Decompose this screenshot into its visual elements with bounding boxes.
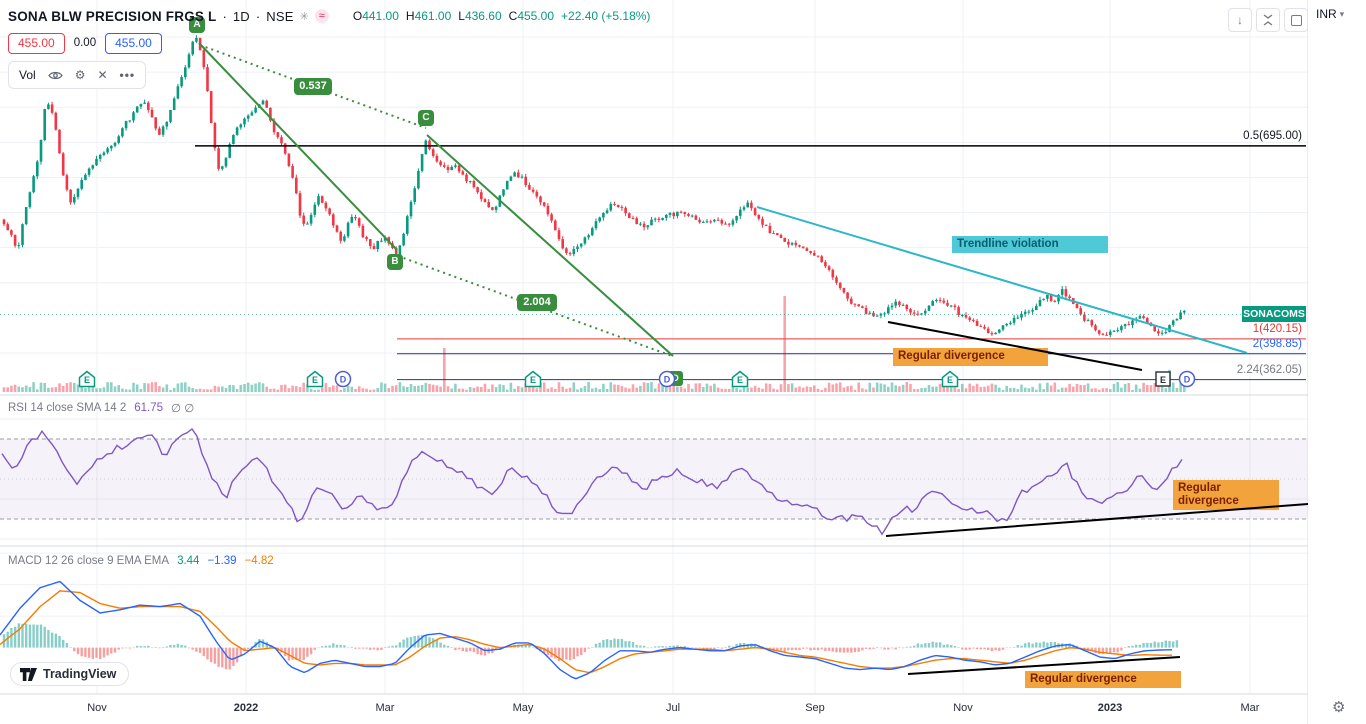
time-axis-tick[interactable]: Nov: [953, 702, 973, 714]
eye-icon[interactable]: [47, 70, 63, 81]
scroll-to-recent-icon[interactable]: ↓: [1228, 8, 1252, 32]
svg-text:D: D: [340, 375, 347, 385]
earnings-marker[interactable]: E: [306, 370, 324, 388]
chart-toolbar: ↓: [1228, 8, 1308, 32]
dividend-marker[interactable]: D: [1178, 370, 1196, 388]
earnings-marker[interactable]: E: [941, 370, 959, 388]
pattern-point-c[interactable]: C: [418, 110, 434, 126]
macd-legend-title: MACD 12 26 close 9 EMA EMA: [8, 555, 170, 567]
fib-level-label[interactable]: 2.24(362.05): [1236, 363, 1302, 376]
spread-value: 0.00: [73, 37, 97, 49]
annotation-regular-divergence-rsi[interactable]: Regular divergence: [1173, 480, 1279, 510]
svg-text:D: D: [664, 375, 671, 385]
currency-selector[interactable]: INR ▾: [1316, 7, 1344, 21]
volume-legend[interactable]: Vol ⚙ ✕ •••: [8, 61, 147, 89]
svg-text:E: E: [312, 375, 318, 385]
delisted-flag-icon: ✳: [299, 10, 309, 23]
time-axis-tick[interactable]: Jul: [665, 702, 681, 714]
macd-signal-value: −4.82: [244, 555, 274, 567]
more-options-icon[interactable]: •••: [119, 68, 136, 82]
open-value: 441.00: [362, 9, 399, 23]
annotation-regular-divergence-macd[interactable]: Regular divergence: [1025, 671, 1181, 688]
time-axis-tick[interactable]: 2022: [233, 702, 259, 714]
symbol-header: SONA BLW PRECISION FRGS L · 1D · NSE ✳ ≈…: [8, 6, 650, 89]
svg-text:E: E: [947, 375, 953, 385]
tradingview-logo-text: TradingView: [43, 667, 117, 681]
pattern-point-b[interactable]: B: [387, 254, 403, 270]
earnings-marker[interactable]: E: [731, 370, 749, 388]
sell-button[interactable]: 455.00: [8, 32, 65, 54]
earnings-marker[interactable]: E: [524, 370, 542, 388]
dividend-marker[interactable]: D: [334, 370, 352, 388]
annotation-regular-divergence-price[interactable]: Regular divergence: [893, 348, 1048, 366]
time-axis-tick[interactable]: Mar: [375, 702, 395, 714]
rsi-value: 61.75: [134, 402, 164, 414]
fib-level-label[interactable]: 2(398.85): [1252, 337, 1302, 350]
settings-gear-icon[interactable]: ⚙: [74, 68, 86, 82]
fib-level-label[interactable]: 0.5(695.00): [1243, 129, 1302, 142]
earnings_est-marker[interactable]: E: [1154, 370, 1172, 388]
pattern-ratio-label[interactable]: 0.537: [294, 78, 332, 95]
chevron-down-icon: ▾: [1339, 8, 1345, 19]
tradingview-logo-icon: [20, 667, 37, 681]
svg-text:D: D: [1184, 375, 1191, 385]
earnings-marker[interactable]: E: [78, 370, 96, 388]
rsi-legend-title: RSI 14 close SMA 14 2: [8, 402, 127, 414]
time-axis-tick[interactable]: Nov: [87, 702, 107, 714]
volume-legend-title: Vol: [19, 68, 36, 82]
ohlc-readout: O441.00 H461.00 L436.60 C455.00 +22.40 (…: [352, 9, 651, 23]
adjusted-data-icon[interactable]: ≈: [314, 9, 329, 23]
svg-text:E: E: [737, 375, 743, 385]
svg-text:E: E: [530, 375, 536, 385]
rsi-empty-values: ∅ ∅: [171, 403, 195, 415]
buy-button[interactable]: 455.00: [105, 32, 162, 54]
pattern-ratio-label[interactable]: 2.004: [517, 294, 557, 311]
interval-label[interactable]: 1D: [232, 8, 250, 24]
separator: ·: [222, 8, 227, 24]
annotation-trendline-violation[interactable]: Trendline violation: [952, 236, 1108, 253]
macd-legend[interactable]: MACD 12 26 close 9 EMA EMA 3.44 −1.39 −4…: [8, 555, 274, 567]
change-value: +22.40 (+5.18%): [561, 9, 651, 23]
close-value: 455.00: [517, 9, 555, 23]
macd-hist-value: 3.44: [177, 555, 200, 567]
separator: ·: [255, 8, 261, 24]
low-value: 436.60: [464, 9, 502, 23]
time-axis-tick[interactable]: Mar: [1240, 702, 1260, 714]
time-axis-tick[interactable]: Sep: [805, 702, 825, 714]
fib-level-label[interactable]: 1(420.15): [1252, 322, 1302, 335]
time-axis-tick[interactable]: 2023: [1097, 702, 1123, 714]
svg-text:E: E: [84, 375, 90, 385]
collapse-pane-icon[interactable]: [1256, 8, 1280, 32]
symbol-price-line-label: SONACOMS: [1242, 306, 1306, 323]
svg-text:E: E: [1160, 375, 1166, 385]
price-axis[interactable]: INR ▾ ⚙: [1308, 0, 1366, 724]
macd-line-value: −1.39: [207, 555, 237, 567]
currency-label: INR: [1316, 7, 1337, 21]
high-value: 461.00: [414, 9, 452, 23]
axis-settings-gear-icon[interactable]: ⚙: [1332, 699, 1346, 716]
rsi-legend[interactable]: RSI 14 close SMA 14 2 61.75 ∅ ∅: [8, 401, 194, 415]
remove-indicator-icon[interactable]: ✕: [97, 68, 108, 82]
tradingview-logo[interactable]: TradingView: [10, 662, 130, 686]
fullscreen-icon[interactable]: [1284, 8, 1308, 32]
pattern-point-a[interactable]: A: [189, 17, 205, 33]
time-axis-tick[interactable]: May: [512, 702, 534, 714]
dividend-marker[interactable]: D: [658, 370, 676, 388]
symbol-title[interactable]: SONA BLW PRECISION FRGS L: [8, 8, 217, 24]
exchange-label[interactable]: NSE: [266, 8, 294, 24]
